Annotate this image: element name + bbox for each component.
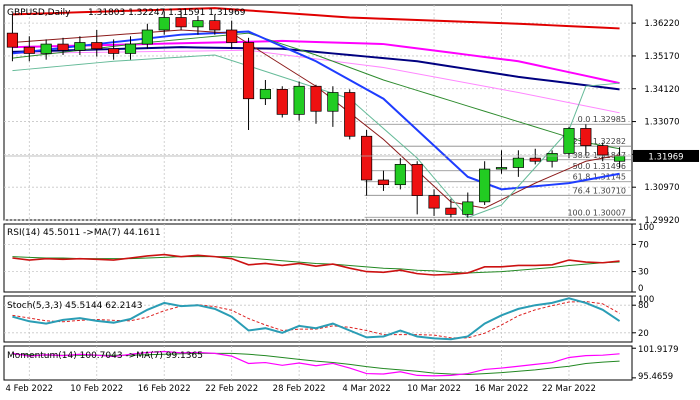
- stoch-label: Stoch(5,3,3) 45.5144 62.2143: [7, 301, 142, 311]
- bear-candle: [361, 135, 373, 181]
- bear-candle: [597, 145, 609, 156]
- date-tick-label: 16 Feb 2022: [138, 384, 191, 394]
- indicator-tick-label: 80: [638, 301, 649, 311]
- rsi-label: RSI(14) 45.5011 ->MA(7) 44.1611: [7, 228, 161, 238]
- fibonacci-level-label: 50.0 1.31496: [573, 162, 626, 171]
- moving-average-line: [12, 7, 620, 30]
- symbol-label: GBPUSD,Daily: [7, 8, 71, 18]
- price-tick-label: 1.29920: [644, 216, 679, 226]
- indicator-tick-label: 0: [638, 284, 643, 294]
- rsi-frame: [3, 223, 633, 293]
- momentum-label: Momentum(14) 100.7043 ->MA(7) 99.1365: [7, 351, 203, 361]
- bear-candle: [529, 157, 541, 162]
- bear-candle: [411, 164, 423, 196]
- bull-candle: [124, 43, 137, 54]
- date-tick-label: 4 Feb 2022: [6, 384, 54, 394]
- momentum-panel: 101.9179 95.4659: [3, 345, 679, 382]
- fibonacci-level-label: 76.4 1.30710: [573, 186, 626, 195]
- indicator-tick-label: 20: [638, 329, 649, 339]
- date-tick-label: 10 Feb 2022: [70, 384, 123, 394]
- price-frame: [3, 4, 633, 221]
- indicator-tick-label: 100: [638, 295, 654, 305]
- moving-average-line: [12, 46, 620, 91]
- date-tick-label: 28 Feb 2022: [273, 384, 326, 394]
- bull-candle: [462, 201, 474, 215]
- indicator-tick-label: 95.4659: [638, 372, 673, 382]
- bear-candle: [23, 46, 35, 54]
- rsi-panel: 100 70 30 0: [3, 223, 654, 294]
- date-tick-label: 4 Mar 2022: [342, 384, 390, 394]
- current-price-label: 1.31969: [648, 152, 683, 162]
- price-tick-label: 1.36220: [644, 19, 679, 29]
- date-tick-label: 22 Mar 2022: [542, 384, 596, 394]
- bear-candle: [209, 20, 221, 31]
- rsi-line: [12, 253, 620, 276]
- bull-candle: [293, 85, 305, 115]
- momentum-frame: [3, 345, 633, 381]
- price-panel: 1.362201.351701.341201.330701.320201.309…: [3, 4, 699, 226]
- rsi-ma-line: [12, 256, 620, 274]
- bear-candle: [428, 195, 440, 209]
- indicator-tick-label: 30: [638, 268, 649, 278]
- momentum-line: [12, 350, 620, 377]
- bear-candle: [226, 29, 238, 43]
- bear-candle: [91, 42, 103, 50]
- bear-candle: [108, 48, 120, 54]
- bear-candle: [276, 89, 288, 115]
- bear-candle: [57, 43, 69, 51]
- fibonacci-level-label: 23.6 1.32282: [573, 137, 626, 146]
- bull-candle: [563, 128, 575, 154]
- bull-candle: [74, 42, 86, 51]
- indicator-tick-label: 70: [638, 240, 649, 250]
- indicator-tick-label: 100: [638, 223, 654, 233]
- ohlc-header: 1.31803 1.32247 1.31591 1.31969: [88, 8, 246, 18]
- momentum-ma-line: [12, 352, 620, 375]
- stoch-frame: [3, 295, 633, 343]
- current-price-box: [633, 149, 699, 162]
- price-tick-label: 1.34120: [644, 85, 679, 95]
- stoch-k-line: [12, 297, 621, 341]
- bull-candle: [495, 167, 508, 170]
- bull-candle: [192, 20, 204, 28]
- date-tick-label: 16 Mar 2022: [475, 384, 529, 394]
- bear-candle: [344, 92, 356, 137]
- bull-candle: [394, 164, 406, 186]
- bull-candle: [141, 29, 153, 45]
- price-tick-label: 1.30970: [644, 183, 679, 193]
- fibonacci-level-label: 100.0 1.30007: [567, 208, 626, 217]
- bull-candle: [327, 92, 339, 112]
- bull-candle: [546, 153, 558, 162]
- bear-candle: [242, 42, 255, 100]
- bull-candle: [512, 157, 524, 168]
- bear-candle: [377, 179, 390, 186]
- fibonacci-level-label: 0.0 1.32985: [578, 115, 626, 124]
- date-axis: 4 Feb 2022 10 Feb 2022 16 Feb 2022 22 Feb 2…: [6, 384, 596, 394]
- indicator-tick-label: 101.9179: [638, 345, 679, 355]
- bull-candle: [259, 89, 271, 100]
- bear-candle: [580, 128, 592, 146]
- price-tick-label: 1.35170: [644, 52, 679, 62]
- bull-candle: [613, 155, 626, 162]
- bull-candle: [479, 168, 491, 203]
- price-tick-label: 1.33070: [644, 118, 679, 128]
- date-tick-label: 10 Mar 2022: [407, 384, 461, 394]
- bull-candle: [40, 43, 52, 54]
- bear-candle: [445, 207, 457, 215]
- bull-candle: [158, 17, 170, 31]
- bear-candle: [175, 17, 187, 28]
- moving-average-line: [12, 54, 620, 219]
- date-tick-label: 22 Feb 2022: [205, 384, 258, 394]
- bear-candle: [310, 85, 322, 112]
- bear-candle: [6, 32, 19, 48]
